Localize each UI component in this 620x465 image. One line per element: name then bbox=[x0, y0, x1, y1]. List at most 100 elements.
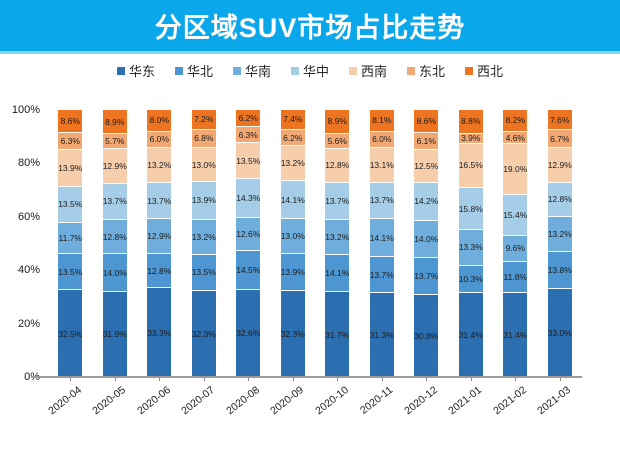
x-axis-label: 2021-02 bbox=[490, 384, 529, 418]
bar-segment-value-label: 13.7% bbox=[414, 270, 439, 281]
bar-segment: 32.3% bbox=[192, 290, 216, 377]
y-axis: 0%20%40%60%80%100% bbox=[0, 104, 42, 383]
bar-segment: 6.0% bbox=[147, 131, 172, 148]
bar-segment: 6.7% bbox=[547, 130, 572, 149]
bar-segment: 31.3% bbox=[370, 293, 394, 377]
bar-segment-value-label: 14.3% bbox=[236, 192, 261, 203]
x-tick-mark bbox=[292, 377, 294, 381]
bar-segment: 9.6% bbox=[503, 236, 528, 262]
stacked-bar: 30.8% 13.7% 14.0% 14.2% 12.5% 6.1% 8.6% bbox=[414, 110, 438, 377]
bar-segment: 4.6% bbox=[503, 131, 528, 145]
bar-segment: 14.5% bbox=[236, 251, 260, 290]
legend-item: 东北 bbox=[407, 61, 445, 80]
bar-segment-value-label: 14.5% bbox=[236, 264, 261, 275]
legend-swatch-icon bbox=[116, 66, 125, 75]
bar-slot: 30.8% 13.7% 14.0% 14.2% 12.5% 6.1% 8.6% 2020-12 bbox=[402, 110, 449, 417]
x-tick-mark bbox=[515, 377, 517, 381]
x-tick-mark bbox=[470, 377, 472, 381]
bar-segment: 31.4% bbox=[503, 293, 527, 377]
x-tick-mark bbox=[559, 377, 561, 381]
bar-segment: 12.8% bbox=[103, 220, 127, 255]
bar-segment-value-label: 14.0% bbox=[414, 233, 439, 244]
bar-segment: 13.1% bbox=[370, 147, 394, 183]
bar-segment-value-label: 13.9% bbox=[191, 195, 216, 206]
bar-segment: 13.7% bbox=[103, 183, 127, 221]
bar-segment-value-label: 13.7% bbox=[369, 195, 394, 206]
bar-segment-value-label: 13.7% bbox=[325, 195, 350, 206]
bar-segment-value-label: 13.3% bbox=[458, 242, 483, 253]
bar-segment-value-label: 8.0% bbox=[149, 115, 169, 126]
legend-label: 华北 bbox=[186, 64, 213, 79]
bar-segment-value-label: 8.9% bbox=[327, 116, 347, 127]
bar-segment: 32.6% bbox=[236, 289, 260, 377]
bar-segment-value-label: 6.7% bbox=[550, 133, 570, 144]
bar-segment-value-label: 13.2% bbox=[280, 158, 305, 169]
y-tick-label: 40% bbox=[17, 264, 40, 277]
x-axis-line bbox=[31, 376, 582, 378]
bar-segment-value-label: 12.5% bbox=[414, 160, 439, 171]
bar-segment-value-label: 13.7% bbox=[147, 195, 172, 206]
bar-segment: 13.7% bbox=[147, 182, 172, 220]
bar-segment-value-label: 13.2% bbox=[191, 231, 216, 242]
stacked-bar: 31.3% 13.7% 14.1% 13.7% 13.1% 6.0% 8.1% bbox=[370, 110, 394, 377]
bar-segment: 15.4% bbox=[503, 194, 527, 237]
bar-segment-value-label: 13.0% bbox=[280, 230, 305, 241]
bar-segment: 13.7% bbox=[370, 256, 394, 294]
bar-slot: 31.7% 14.1% 13.2% 13.7% 12.8% 5.6% 8.9% 2020-10 bbox=[313, 110, 360, 417]
bar-segment-value-label: 7.4% bbox=[283, 114, 303, 125]
bar-segment-value-label: 6.0% bbox=[372, 133, 392, 144]
x-axis-label: 2020-07 bbox=[179, 384, 218, 418]
bar-segment-value-label: 31.4% bbox=[458, 329, 483, 340]
x-axis-label: 2020-05 bbox=[90, 384, 129, 418]
bar-segment-value-label: 6.8% bbox=[194, 132, 214, 143]
bar-segment-value-label: 5.7% bbox=[105, 135, 125, 146]
bar-segment-value-label: 13.2% bbox=[547, 228, 572, 239]
bar-segment: 13.7% bbox=[325, 182, 350, 220]
legend-label: 西北 bbox=[477, 64, 504, 79]
bar-segment: 13.7% bbox=[414, 258, 438, 295]
stacked-bar: 32.6% 14.5% 12.6% 14.3% 13.5% 6.3% 6.2% bbox=[236, 110, 260, 377]
bar-segment: 13.9% bbox=[191, 182, 216, 220]
bar-segment-value-label: 6.2% bbox=[283, 132, 303, 143]
bar-segment-value-label: 31.7% bbox=[325, 329, 350, 340]
bar-segment: 33.3% bbox=[147, 288, 171, 377]
chart-legend: 华东 华北 华南 华中 西南 东北 西北 bbox=[0, 61, 620, 80]
bar-segment: 11.8% bbox=[503, 261, 528, 294]
legend-item: 华北 bbox=[174, 61, 213, 80]
bar-segment-value-label: 14.0% bbox=[102, 267, 127, 278]
bar-segment: 6.2% bbox=[280, 129, 305, 147]
bar-segment-value-label: 12.8% bbox=[147, 265, 172, 276]
bar-segment: 8.6% bbox=[414, 110, 439, 134]
x-axis-label: 2021-01 bbox=[446, 384, 485, 418]
page-title: 分区域SUV市场占比走势 bbox=[154, 13, 466, 43]
x-axis-label: 2020-11 bbox=[357, 384, 396, 417]
x-axis-label: 2020-06 bbox=[134, 384, 173, 418]
bar-segment: 13.2% bbox=[325, 219, 349, 255]
bar-segment-value-label: 11.8% bbox=[503, 271, 527, 282]
bar-segment: 13.3% bbox=[459, 230, 483, 266]
legend-label: 华中 bbox=[302, 64, 329, 79]
bar-segment-value-label: 11.7% bbox=[58, 232, 82, 243]
bar-slot: 32.6% 14.5% 12.6% 14.3% 13.5% 6.3% 6.2% 2020-08 bbox=[224, 110, 271, 417]
bar-segment-value-label: 33.3% bbox=[147, 327, 172, 338]
bar-slot: 33.0% 13.8% 13.2% 12.8% 12.9% 6.7% 7.6% 2021-03 bbox=[535, 110, 583, 417]
bar-segment-value-label: 8.2% bbox=[505, 115, 525, 126]
bar-segment: 14.1% bbox=[281, 181, 305, 220]
bar-segment-value-label: 13.2% bbox=[147, 159, 172, 170]
legend-swatch-icon bbox=[290, 66, 299, 75]
stacked-bar: 32.3% 13.9% 13.0% 14.1% 13.2% 6.2% 7.4% bbox=[281, 110, 305, 377]
bar-segment: 12.8% bbox=[325, 148, 350, 183]
legend-swatch-icon bbox=[174, 66, 183, 75]
bar-slot: 32.3% 13.9% 13.0% 14.1% 13.2% 6.2% 7.4% 2020-09 bbox=[268, 110, 316, 417]
title-banner: 分区域SUV市场占比走势 bbox=[0, 0, 620, 54]
bar-segment-value-label: 12.8% bbox=[325, 160, 350, 171]
bar-segment: 12.8% bbox=[548, 182, 572, 217]
bar-segment-value-label: 8.8% bbox=[461, 116, 481, 127]
x-axis-label: 2020-08 bbox=[223, 384, 262, 418]
bar-segment-value-label: 6.0% bbox=[149, 133, 169, 144]
bar-slot: 31.4% 11.8% 9.6% 15.4% 19.0% 4.6% 8.2% 2021-02 bbox=[491, 110, 538, 417]
bar-segment-value-label: 13.5% bbox=[58, 266, 83, 277]
x-axis-label: 2020-04 bbox=[45, 384, 84, 418]
bar-segment-value-label: 30.8% bbox=[414, 330, 439, 341]
bar-slot: 31.3% 13.7% 14.1% 13.7% 13.1% 6.0% 8.1% 2020-11 bbox=[358, 110, 405, 417]
